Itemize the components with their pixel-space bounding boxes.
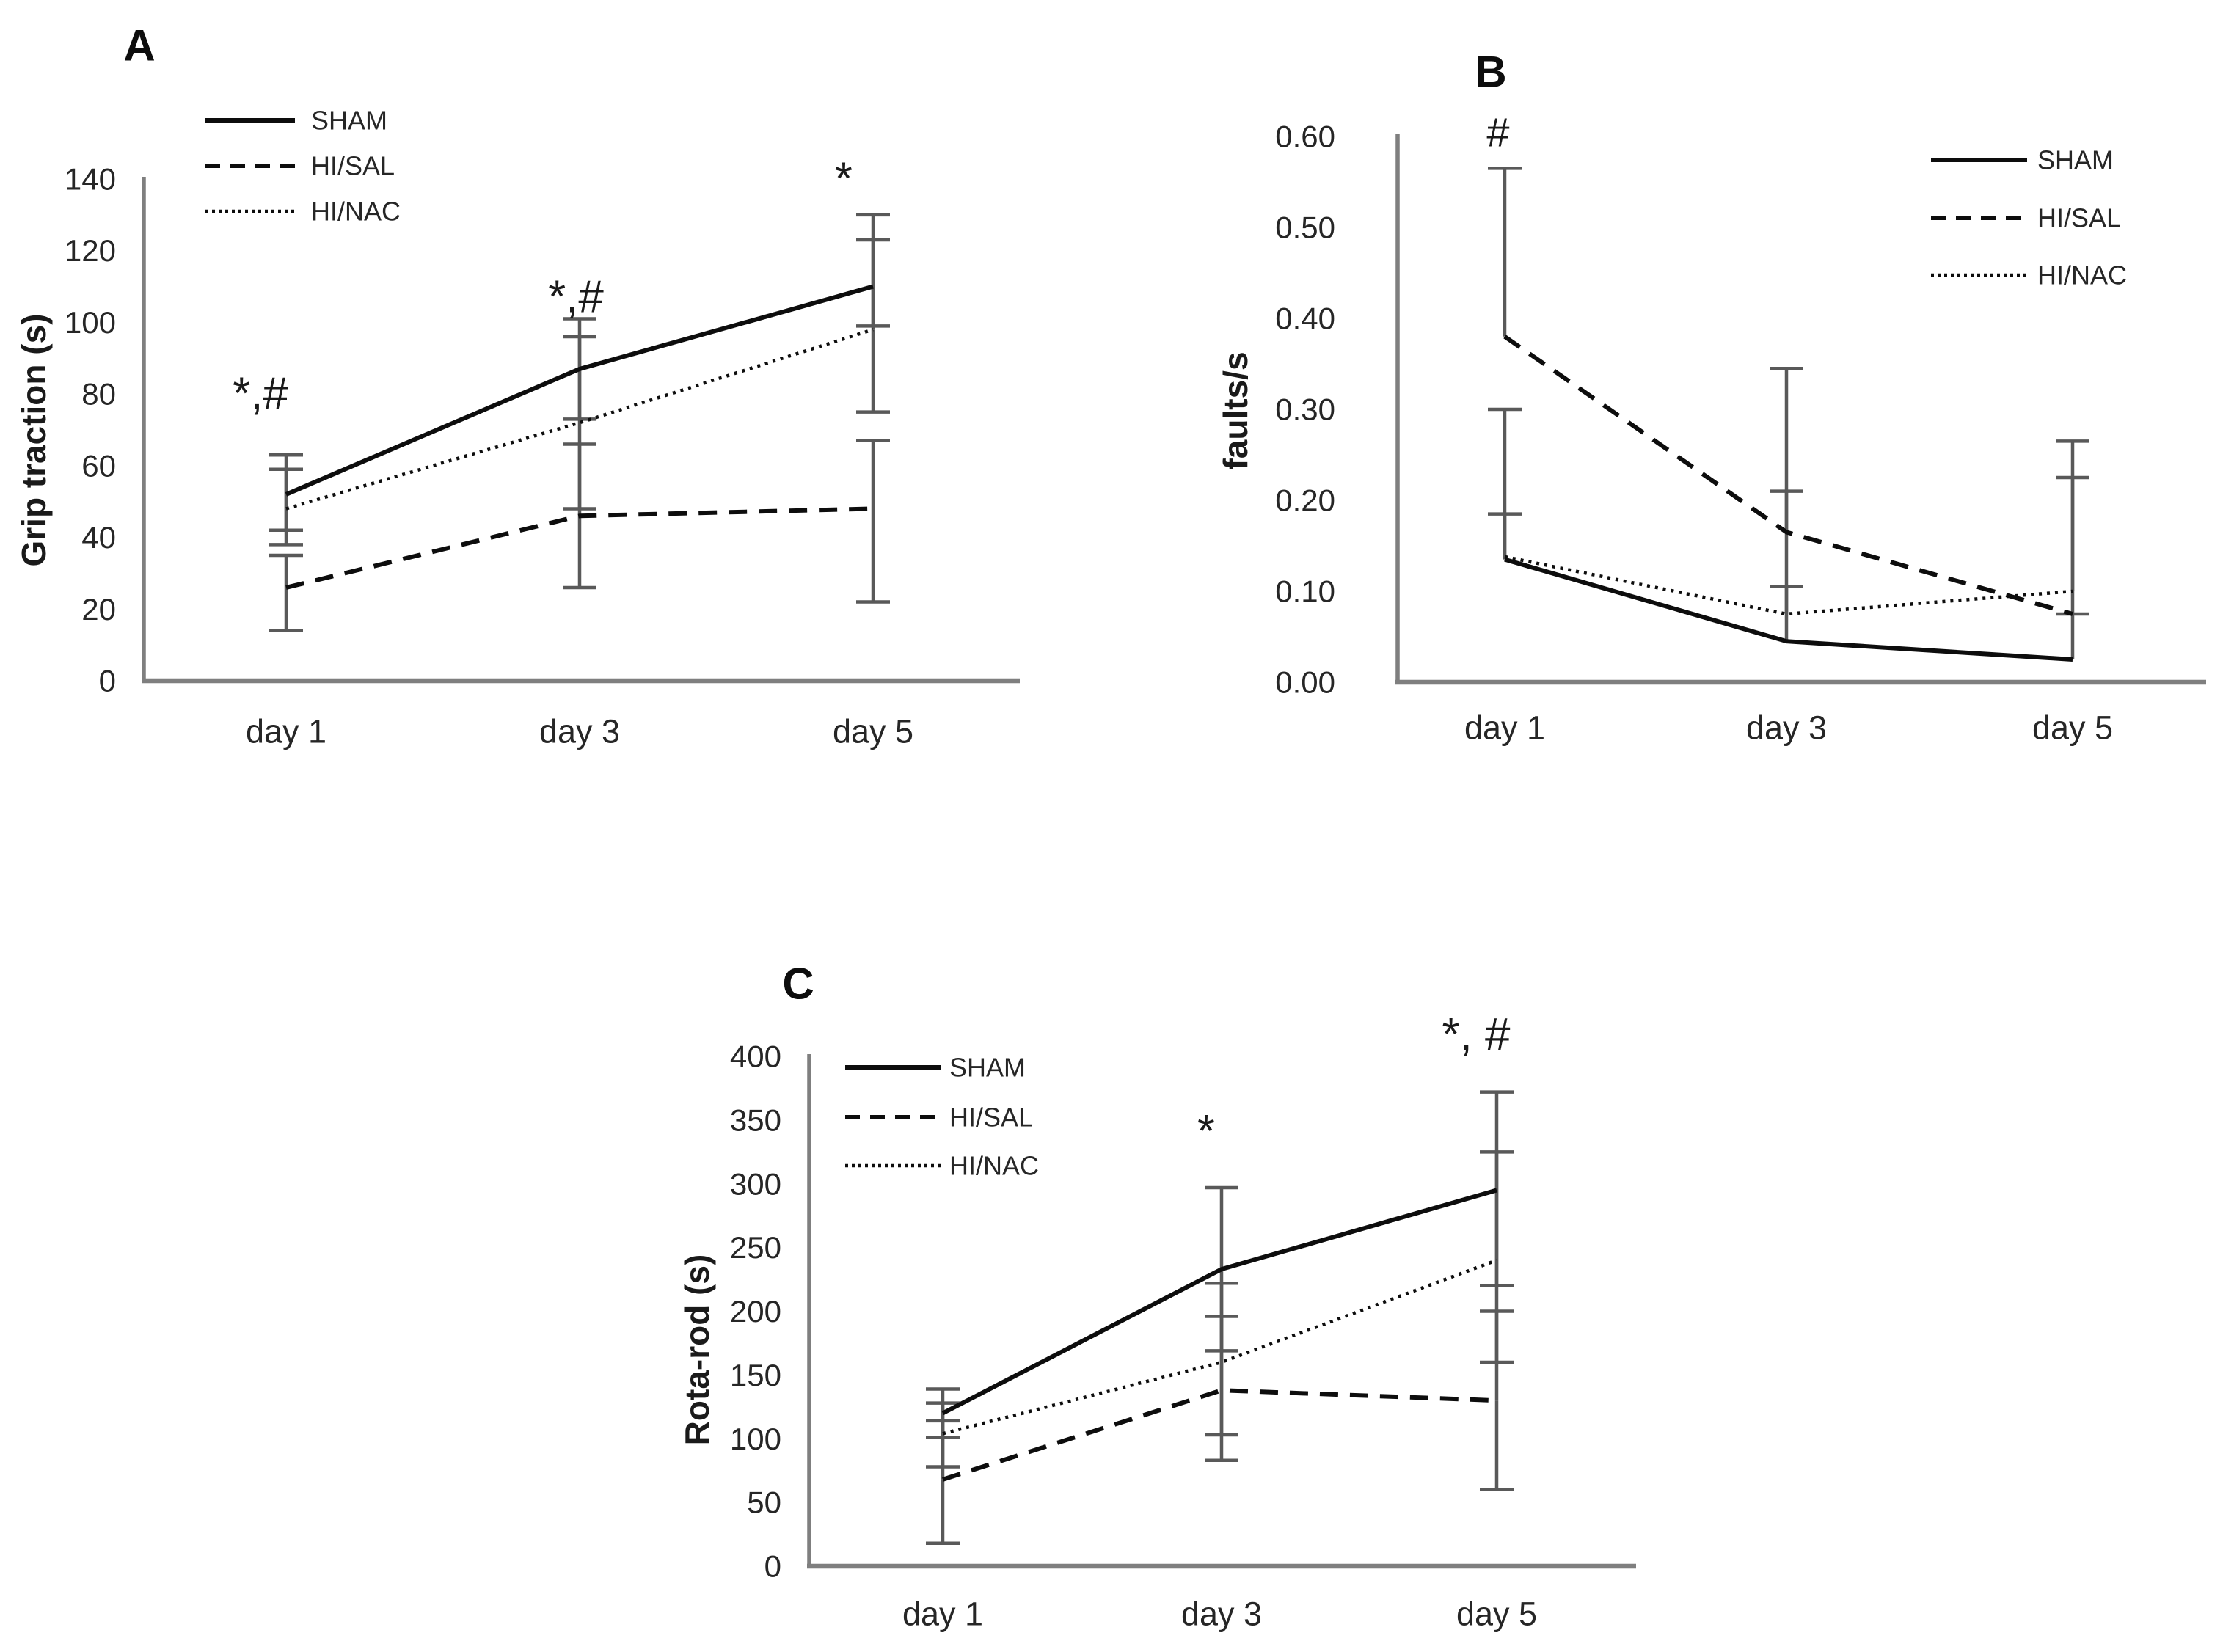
- legend-item-hi-nac: HI/NAC: [205, 197, 401, 227]
- panel-c-label: C: [782, 959, 814, 1009]
- y-tick-label: 20: [81, 592, 116, 626]
- panel-b-chart: 0.00 0.10 0.20 0.30 0.40 0.50 0.60 day 1 day 3 da…: [1275, 109, 2206, 747]
- legend-label: SHAM: [2037, 145, 2114, 175]
- x-tick-label: day 1: [1464, 709, 1545, 747]
- error-bar-hi-nac: [1770, 489, 1803, 614]
- legend-label: HI/SAL: [949, 1103, 1033, 1133]
- panel-a-chart: 0 20 40 60 80 100 120 140 day 1 day 3 day 5 SHAM HI/…: [65, 106, 1020, 750]
- legend-item-hi-sal: HI/SAL: [845, 1103, 1033, 1133]
- y-tick-label: 400: [730, 1039, 781, 1074]
- y-tick-label: 60: [81, 448, 116, 483]
- y-tick-label: 250: [730, 1230, 781, 1265]
- legend-item-hi-nac: HI/NAC: [1931, 260, 2127, 290]
- x-tick-label: day 1: [246, 713, 326, 750]
- legend-label: HI/NAC: [949, 1151, 1039, 1181]
- legend-item-sham: SHAM: [845, 1053, 1026, 1083]
- x-tick-label: day 5: [1456, 1596, 1537, 1633]
- y-tick-label: 0.50: [1275, 211, 1335, 245]
- error-bar-hi-nac: [2056, 439, 2089, 591]
- error-bar-hi-sal: [269, 553, 303, 632]
- error-bar-hi-nac: [269, 467, 303, 547]
- x-tick-label: day 3: [1181, 1596, 1262, 1633]
- y-tick-label: 120: [65, 233, 116, 268]
- significance-marker: *,#: [233, 369, 288, 420]
- significance-marker: *: [835, 154, 853, 205]
- panel-a-label: A: [123, 21, 156, 70]
- series-line-sham: [941, 1188, 1497, 1416]
- y-tick-label: 0: [99, 664, 116, 698]
- series-line-hi-nac: [285, 328, 874, 511]
- series-line-hi-sal: [942, 1388, 1497, 1482]
- significance-marker: #: [1486, 109, 1509, 155]
- x-tick-label: day 1: [902, 1596, 983, 1633]
- error-bar-hi-nac: [926, 1401, 960, 1469]
- y-tick-label: 0.40: [1275, 301, 1335, 336]
- legend-label: SHAM: [311, 106, 387, 136]
- significance-marker: *,#: [548, 272, 604, 323]
- x-tick-label: day 3: [539, 713, 620, 750]
- y-tick-label: 50: [747, 1485, 781, 1520]
- error-bar-sham: [2056, 612, 2089, 659]
- legend-item-sham: SHAM: [1931, 145, 2114, 175]
- series-line-hi-nac: [942, 1258, 1497, 1436]
- y-tick-label: 200: [730, 1294, 781, 1328]
- series-line-hi-sal: [285, 506, 874, 590]
- series-line-hi-nac: [1504, 555, 2073, 616]
- panel-b-label: B: [1475, 47, 1507, 97]
- legend-label: HI/NAC: [2037, 260, 2127, 290]
- error-bar-hi-sal: [856, 439, 890, 604]
- series-line-sham: [1504, 557, 2073, 662]
- error-bar-hi-nac: [563, 335, 596, 511]
- error-bar-hi-nac: [1205, 1282, 1238, 1437]
- y-tick-label: 0.10: [1275, 574, 1335, 609]
- legend-item-sham: SHAM: [205, 106, 387, 136]
- legend-item-hi-nac: HI/NAC: [845, 1151, 1039, 1181]
- y-tick-label: 140: [65, 162, 116, 197]
- x-tick-label: day 3: [1746, 709, 1827, 747]
- y-tick-label: 100: [65, 305, 116, 340]
- legend-item-hi-sal: HI/SAL: [1931, 203, 2121, 233]
- legend-label: HI/NAC: [311, 197, 401, 227]
- legend-label: HI/SAL: [2037, 203, 2121, 233]
- y-tick-label: 0.30: [1275, 392, 1335, 427]
- legend-label: SHAM: [949, 1053, 1026, 1083]
- x-tick-label: day 5: [2032, 709, 2113, 747]
- legend-item-hi-sal: HI/SAL: [205, 151, 395, 181]
- error-bar-hi-nac: [1480, 1150, 1514, 1364]
- significance-marker: *, #: [1442, 1009, 1511, 1060]
- series-line-sham: [285, 284, 874, 497]
- y-tick-label: 300: [730, 1166, 781, 1201]
- y-tick-label: 150: [730, 1358, 781, 1392]
- error-bar-hi-nac: [856, 238, 890, 414]
- y-tick-label: 80: [81, 377, 116, 412]
- significance-marker: *: [1197, 1106, 1215, 1157]
- y-tick-label: 0.60: [1275, 120, 1335, 154]
- y-tick-label: 0.00: [1275, 665, 1335, 700]
- y-tick-label: 40: [81, 520, 116, 555]
- error-bar-hi-nac: [1488, 407, 1522, 557]
- error-bar-hi-sal: [1488, 167, 1522, 337]
- y-tick-label: 0.20: [1275, 483, 1335, 518]
- series-line-hi-sal: [1503, 335, 2073, 616]
- y-tick-label: 100: [730, 1422, 781, 1456]
- x-tick-label: day 5: [833, 713, 913, 750]
- y-tick-label: 0: [764, 1549, 781, 1584]
- legend-label: HI/SAL: [311, 151, 395, 181]
- y-tick-label: 350: [730, 1103, 781, 1137]
- panel-c-chart: 0 50 100 150 200 250 300 350 400 day 1 day 3 day 5 S…: [730, 1009, 1636, 1633]
